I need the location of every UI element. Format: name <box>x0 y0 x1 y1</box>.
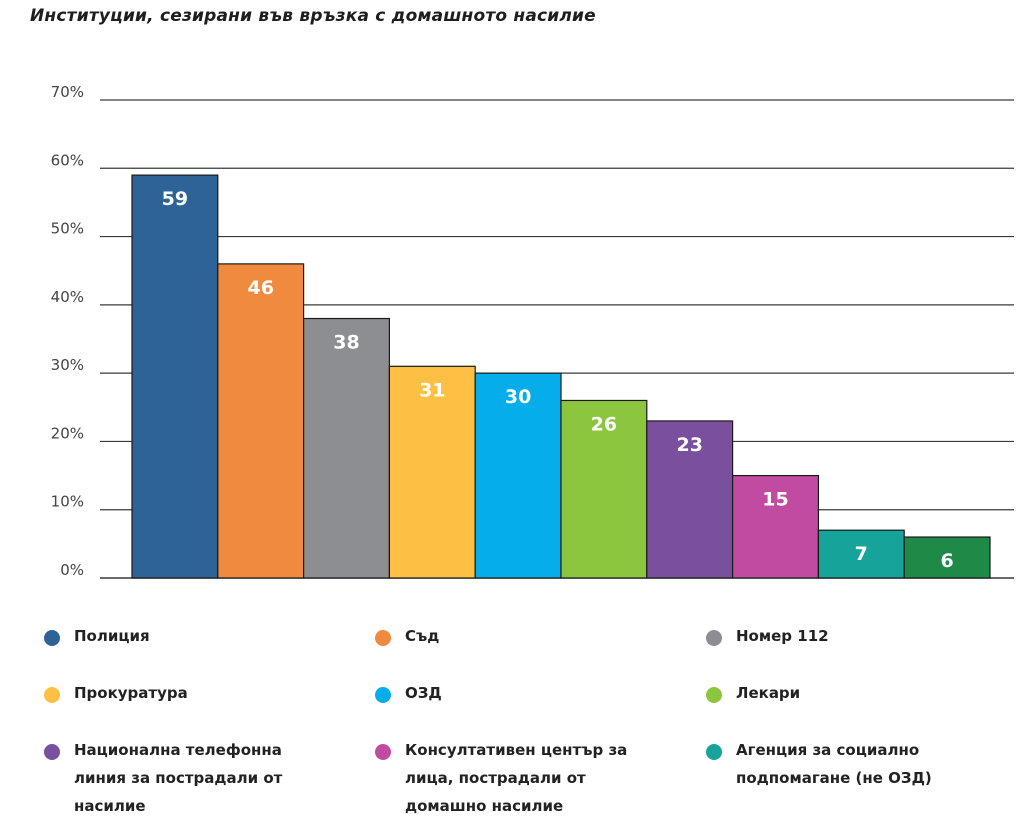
bar <box>132 175 218 578</box>
y-axis-tick-labels: 0% 10% 20% 30% 40% 50% 60% 70% <box>51 83 84 579</box>
y-tick-label: 0% <box>60 561 84 579</box>
y-tick-label: 60% <box>51 151 84 169</box>
y-tick-label: 50% <box>51 220 84 238</box>
data-label: 31 <box>419 379 445 401</box>
bars <box>132 175 990 578</box>
data-label: 15 <box>762 489 788 511</box>
data-label: 6 <box>940 550 953 572</box>
data-label: 30 <box>505 386 531 408</box>
bar <box>218 264 304 578</box>
bar <box>304 319 390 578</box>
y-tick-label: 30% <box>51 356 84 374</box>
data-label: 46 <box>247 277 273 299</box>
data-label: 59 <box>162 188 188 210</box>
data-label: 23 <box>676 434 702 456</box>
y-tick-label: 20% <box>51 424 84 442</box>
data-label: 38 <box>333 332 359 354</box>
data-label: 26 <box>591 413 617 435</box>
y-tick-label: 70% <box>51 83 84 101</box>
y-tick-label: 40% <box>51 288 84 306</box>
y-tick-label: 10% <box>51 493 84 511</box>
data-label: 7 <box>855 543 868 565</box>
